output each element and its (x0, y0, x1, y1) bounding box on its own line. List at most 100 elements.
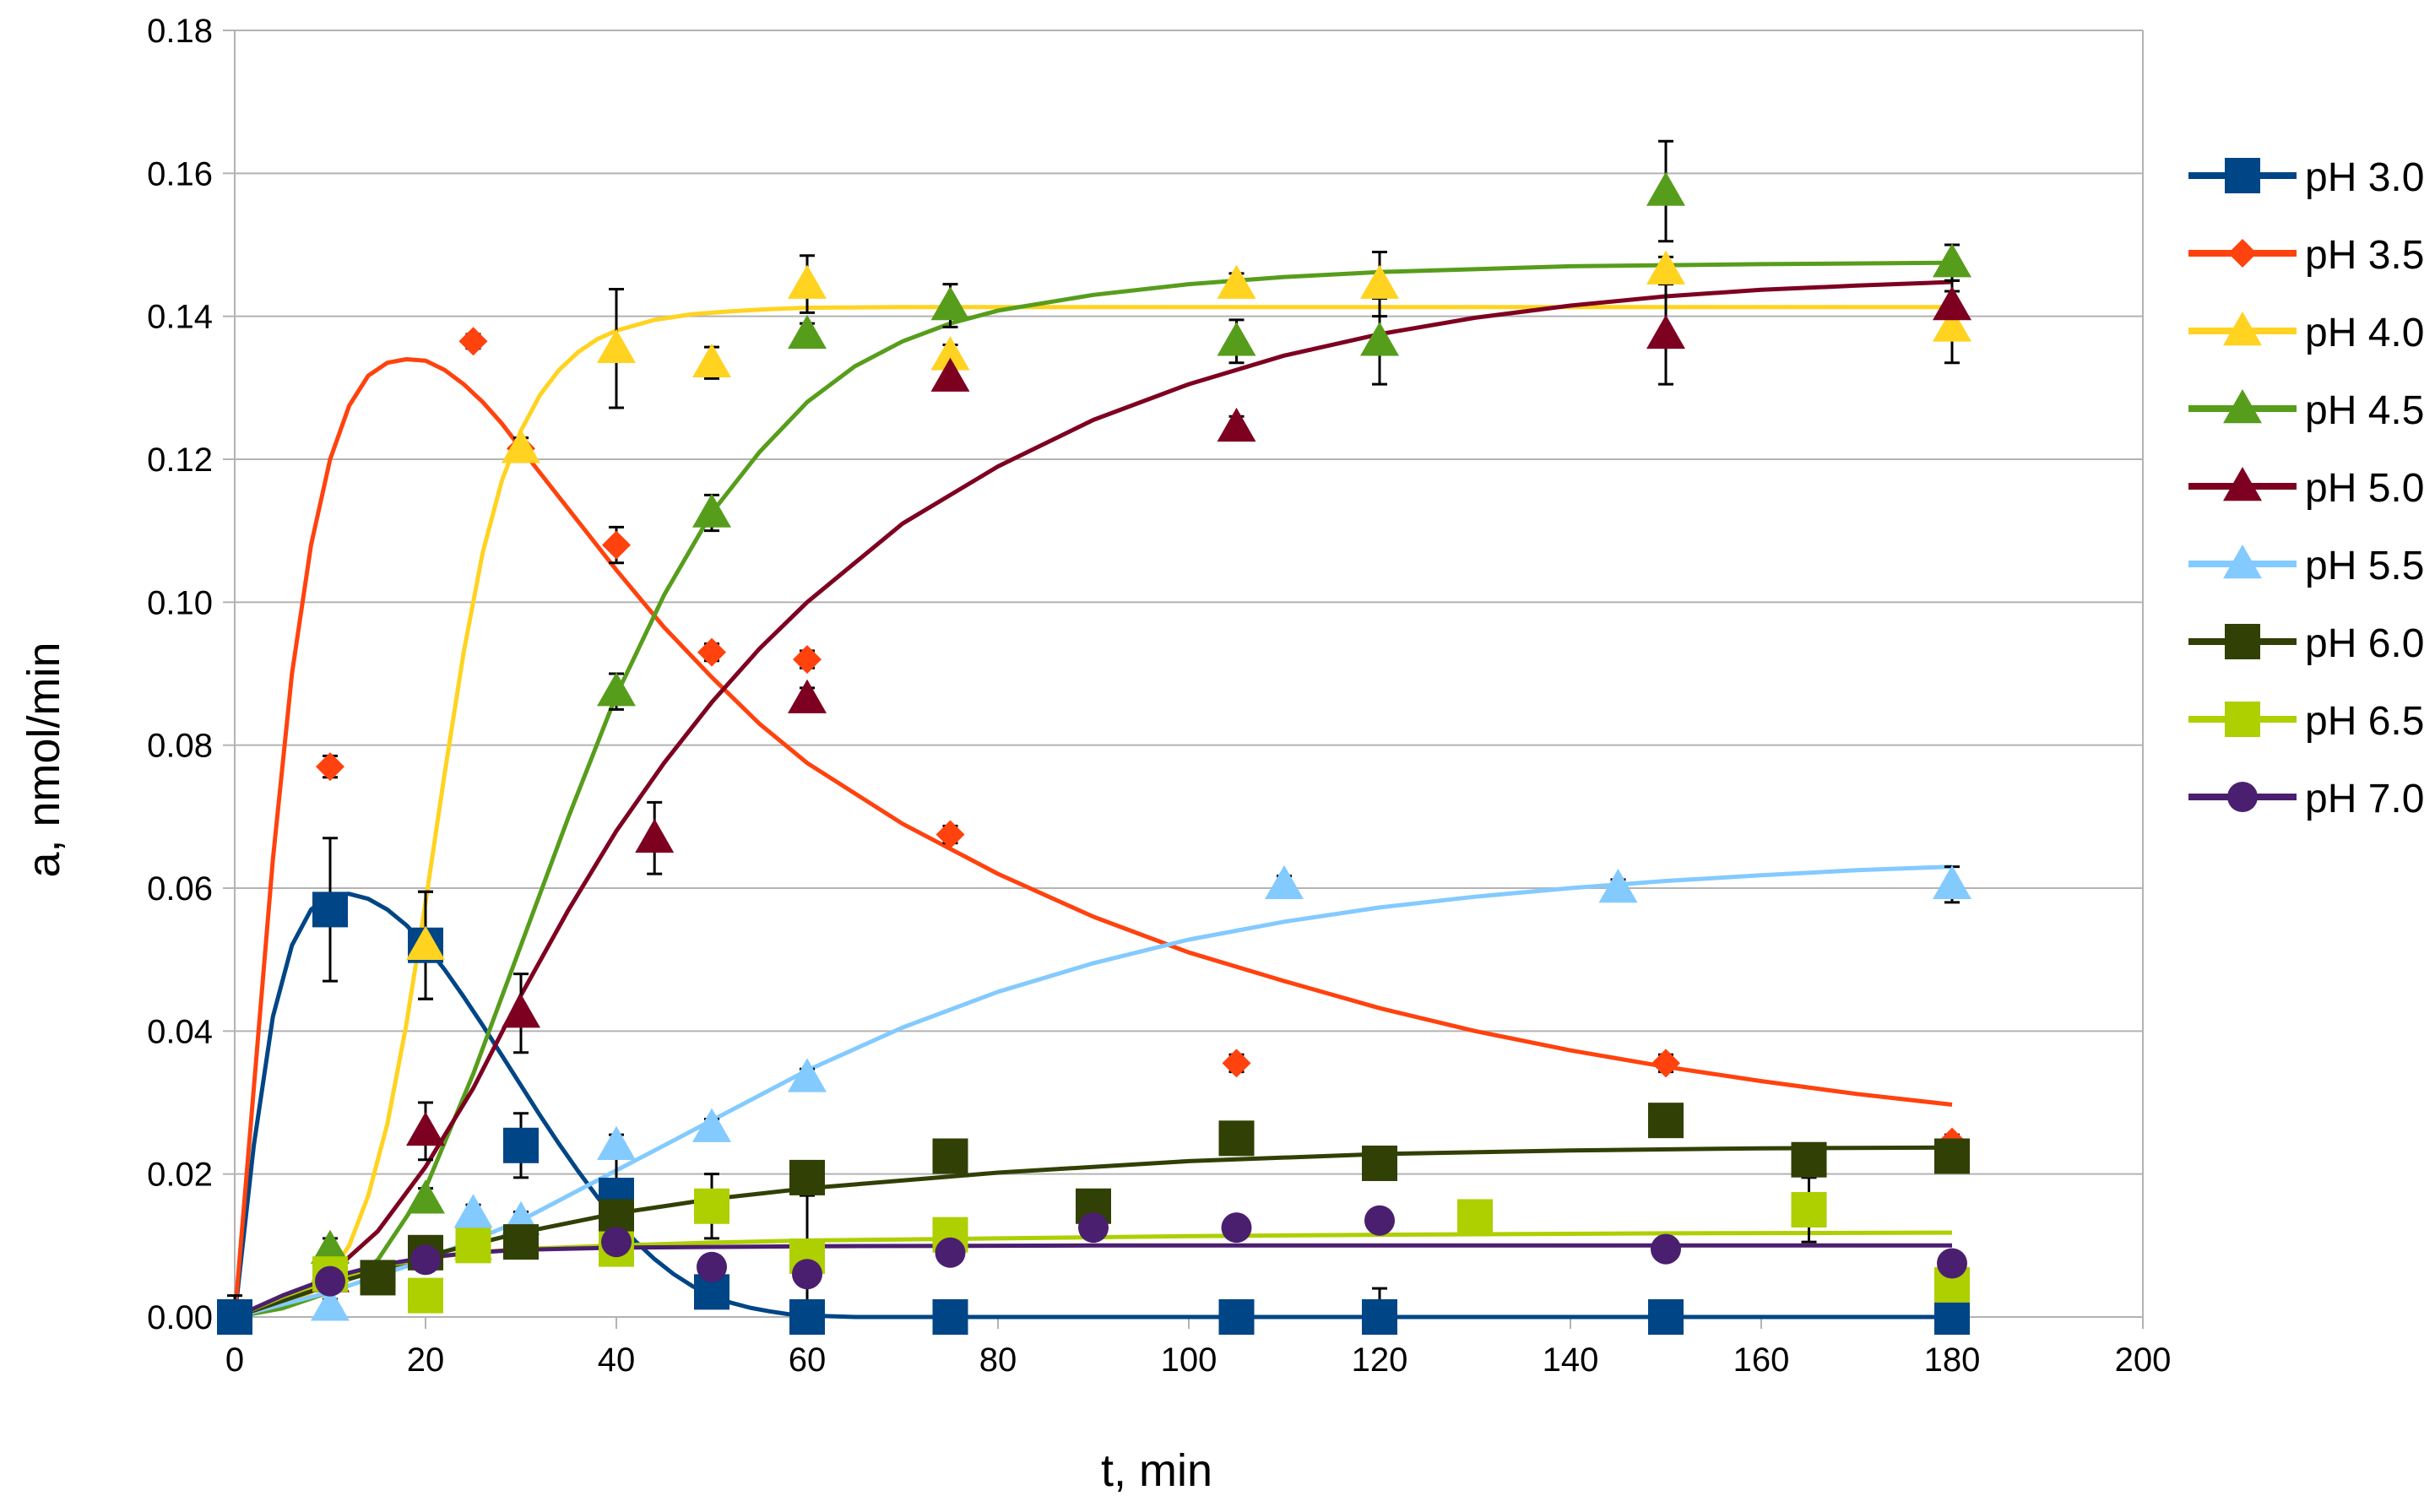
legend-label-ph-6-0: pH 6.0 (2305, 621, 2424, 666)
data-point-ph-4-0 (1933, 307, 1971, 342)
y-axis-title: a, nmol/min (19, 642, 69, 877)
data-point-ph-7-0 (1078, 1212, 1109, 1244)
data-point-ph-4-5 (406, 1179, 445, 1214)
data-point-ph-3-5 (1222, 1049, 1251, 1078)
data-point-ph-5-0 (930, 357, 970, 392)
data-point-ph-6-0 (1362, 1145, 1397, 1181)
data-point-ph-3-0 (789, 1299, 825, 1335)
x-tick-label: 20 (407, 1341, 445, 1379)
grid-layer (234, 30, 2144, 1318)
legend-marker-ph-6-5 (2225, 702, 2260, 737)
data-point-ph-3-0 (1218, 1299, 1255, 1335)
data-point-ph-5-5 (1265, 864, 1304, 900)
data-point-ph-4-0 (1217, 264, 1256, 299)
fit-curve-ph-3-5 (232, 357, 1953, 1318)
x-tick-label: 160 (1733, 1341, 1790, 1379)
data-point-ph-4-0 (692, 343, 731, 377)
y-tick-label: 0.06 (147, 870, 213, 908)
data-point-ph-4-0 (597, 328, 636, 364)
data-point-ph-7-0 (697, 1251, 727, 1282)
data-point-ph-3-5 (1651, 1049, 1680, 1078)
y-tick-label: 0.14 (147, 299, 213, 336)
data-point-ph-5-5 (597, 1125, 636, 1161)
legend-label-ph-4-5: pH 4.5 (2305, 388, 2424, 433)
legend-label-ph-6-5: pH 6.5 (2305, 699, 2424, 744)
data-point-ph-7-0 (792, 1259, 822, 1290)
data-point-ph-5-5 (311, 1287, 350, 1321)
data-point-ph-4-0 (1646, 250, 1685, 285)
data-point-ph-5-5 (453, 1194, 493, 1228)
legend-label-ph-3-0: pH 3.0 (2305, 155, 2424, 200)
data-point-ph-7-0 (315, 1265, 345, 1297)
data-point-ph-5-5 (692, 1108, 731, 1142)
data-point-ph-3-0 (503, 1127, 539, 1163)
data-point-ph-4-0 (1360, 264, 1399, 299)
data-point-ph-6-5 (1457, 1199, 1493, 1235)
data-point-ph-4-5 (597, 672, 636, 707)
x-tick-label: 180 (1924, 1341, 1981, 1379)
data-point-ph-3-5 (793, 645, 822, 675)
axis-layer: 0.00 0.02 0.04 0.06 0.08 0.10 0.12 0.14 0.16 0.18… (147, 13, 2171, 1379)
legend-label-ph-5-0: pH 5.0 (2305, 466, 2424, 511)
data-point-ph-6-0 (932, 1138, 968, 1174)
legend-label-ph-3-5: pH 3.5 (2305, 233, 2424, 278)
data-point-ph-4-5 (1646, 171, 1685, 206)
data-point-ph-3-5 (935, 820, 965, 849)
data-point-ph-4-5 (311, 1229, 350, 1264)
x-tick-label: 200 (2115, 1341, 2172, 1379)
data-point-ph-4-0 (406, 925, 445, 960)
legend-label-ph-7-0: pH 7.0 (2305, 777, 2424, 821)
data-point-ph-7-0 (410, 1244, 441, 1276)
data-point-ph-3-5 (602, 530, 631, 560)
data-point-ph-7-0 (1221, 1212, 1252, 1244)
data-point-ph-6-5 (455, 1227, 491, 1264)
data-point-ph-6-0 (1934, 1138, 1970, 1174)
data-point-ph-6-0 (1791, 1141, 1827, 1178)
data-point-ph-4-0 (930, 336, 970, 371)
x-axis-title: t, min (1101, 1445, 1212, 1496)
marker-layer (217, 171, 1971, 1335)
fit-curve-ph-5-0 (234, 279, 1953, 1320)
y-tick-label: 0.00 (147, 1299, 213, 1336)
data-point-ph-7-0 (1937, 1248, 1967, 1279)
data-point-ph-4-5 (1360, 322, 1399, 356)
y-tick-label: 0.10 (147, 584, 213, 621)
data-point-ph-3-0 (217, 1299, 252, 1335)
data-point-ph-4-5 (1217, 322, 1256, 356)
data-point-ph-6-5 (408, 1277, 443, 1314)
data-point-ph-3-0 (312, 891, 348, 928)
fit-layer (232, 260, 1953, 1320)
data-point-ph-7-0 (601, 1227, 632, 1258)
x-tick-label: 80 (979, 1341, 1017, 1379)
data-point-ph-3-0 (1362, 1299, 1397, 1335)
data-point-ph-3-5 (697, 637, 726, 667)
data-point-ph-7-0 (1364, 1205, 1395, 1236)
data-point-ph-6-5 (1791, 1192, 1827, 1227)
legend-marker-ph-5-0 (2223, 467, 2262, 501)
x-tick-label: 40 (598, 1341, 636, 1379)
data-point-ph-5-5 (788, 1058, 827, 1092)
x-tick-label: 120 (1352, 1341, 1408, 1379)
data-point-ph-4-5 (930, 285, 970, 321)
y-tick-label: 0.02 (147, 1157, 213, 1194)
data-point-ph-5-5 (1933, 864, 1971, 900)
legend-marker-ph-4-0 (2223, 312, 2262, 346)
data-point-ph-5-0 (406, 1111, 445, 1146)
data-point-ph-5-0 (1646, 314, 1685, 350)
x-tick-label: 140 (1543, 1341, 1599, 1379)
y-tick-label: 0.18 (147, 13, 213, 50)
legend-marker-ph-3-5 (2228, 239, 2257, 268)
data-point-ph-3-5 (458, 327, 488, 356)
data-point-ph-6-0 (1648, 1103, 1684, 1139)
y-tick-label: 0.08 (147, 728, 213, 765)
legend-label-ph-4-0: pH 4.0 (2305, 311, 2424, 355)
data-point-ph-3-0 (1934, 1299, 1970, 1335)
data-point-ph-7-0 (1651, 1233, 1681, 1265)
error-bar-layer (227, 139, 1960, 1319)
data-point-ph-6-0 (789, 1159, 825, 1195)
legend-marker-ph-4-5 (2223, 389, 2262, 424)
data-point-ph-5-0 (788, 679, 827, 713)
x-tick-label: 60 (789, 1341, 827, 1379)
